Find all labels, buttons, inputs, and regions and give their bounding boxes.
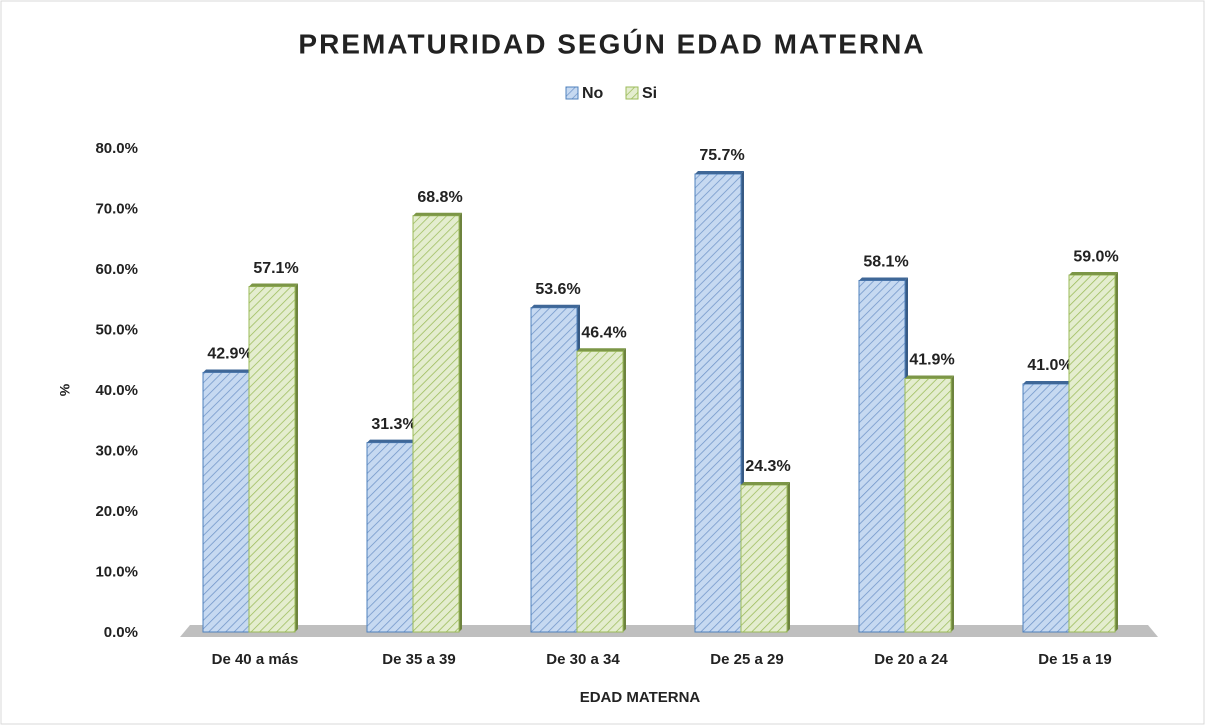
bar-side [787,481,790,632]
y-tick-label: 70.0% [95,200,138,217]
bar-top [1023,380,1072,384]
bar [248,286,296,633]
bar-top [741,481,790,485]
floor [180,625,1158,637]
y-tick-label: 80.0% [95,140,138,157]
x-tick-label: De 30 a 34 [546,651,620,668]
bar-top [249,283,298,287]
x-tick-label: De 20 a 24 [874,651,948,668]
y-tick-label: 10.0% [95,563,138,580]
bar-top [859,277,908,281]
data-label: 24.3% [745,458,790,475]
bar [904,378,952,633]
bar [576,350,624,633]
bar-side [295,283,298,632]
x-tick-label: De 40 a más [212,651,299,668]
data-label: 41.0% [1027,357,1072,374]
y-tick-label: 50.0% [95,321,138,338]
bar-side [951,375,954,632]
data-label: 31.3% [371,416,416,433]
bar [858,279,906,633]
bar-side [623,348,626,632]
x-axis-label: EDAD MATERNA [580,689,701,706]
bar-side [459,212,462,632]
bar-top [413,212,462,216]
y-tick-label: 40.0% [95,382,138,399]
bar-side [1115,272,1118,632]
legend-swatch [565,86,579,100]
data-label: 75.7% [699,147,744,164]
x-tick-label: De 35 a 39 [382,651,455,668]
data-label: 41.9% [909,352,954,369]
bar [366,442,414,633]
legend-label: No [582,85,604,102]
bar [202,371,250,633]
x-tick-label: De 15 a 19 [1038,651,1111,668]
y-tick-label: 20.0% [95,503,138,520]
bar [1022,383,1070,633]
bar-top [1069,272,1118,276]
bar [740,484,788,633]
y-tick-label: 60.0% [95,261,138,278]
y-axis-label: % [57,383,73,396]
data-label: 46.4% [581,324,626,341]
y-tick-label: 0.0% [104,624,138,641]
bar-top [577,348,626,352]
bar-top [203,369,252,373]
bar-top [905,375,954,379]
data-label: 53.6% [535,281,580,298]
data-label: 42.9% [207,346,252,363]
legend-swatch [625,86,639,100]
x-tick-label: De 25 a 29 [710,651,783,668]
chart-title: PREMATURIDAD SEGÚN EDAD MATERNA [298,28,925,59]
bar-top [367,439,416,443]
data-label: 59.0% [1073,248,1118,265]
bar-top [531,304,580,308]
data-label: 57.1% [253,260,298,277]
bar-top [695,171,744,175]
bar [530,307,578,633]
bar [1068,274,1116,633]
data-label: 68.8% [417,189,462,206]
y-tick-label: 30.0% [95,442,138,459]
bar [412,215,460,633]
data-label: 58.1% [863,254,908,271]
legend-label: Si [642,85,657,102]
bar [694,173,742,633]
